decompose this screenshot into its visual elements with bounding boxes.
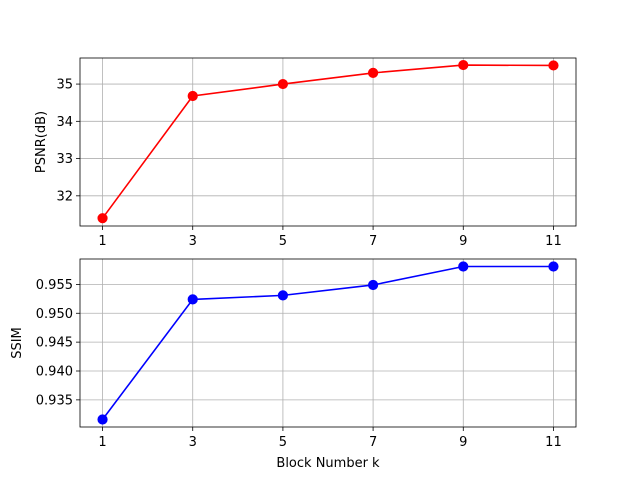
psnr-series-line bbox=[101, 64, 554, 219]
ssim-x-tick-label: 3 bbox=[189, 435, 197, 450]
psnr-data-point bbox=[97, 213, 108, 224]
psnr-x-tick-label: 11 bbox=[545, 234, 562, 249]
ssim-data-point bbox=[277, 290, 289, 301]
ssim-y-tick-label: 0.940 bbox=[36, 365, 73, 380]
ssim-data-point bbox=[187, 294, 198, 305]
ssim-y-axis-label: SSIM bbox=[10, 327, 25, 359]
psnr-data-point bbox=[277, 78, 289, 90]
ssim-x-axis-label: Block Number k bbox=[276, 456, 380, 471]
ssim-data-point bbox=[97, 414, 108, 425]
ssim-x-tick-label: 5 bbox=[279, 435, 287, 450]
ssim-x-tick-label: 7 bbox=[369, 435, 377, 450]
psnr-y-tick-label: 35 bbox=[56, 78, 73, 93]
ssim-data-point bbox=[367, 279, 379, 291]
ssim-data-point bbox=[458, 261, 469, 272]
psnr-axes-frame bbox=[79, 57, 577, 227]
ssim-y-tick-label: 0.945 bbox=[36, 336, 73, 351]
ssim-data-point bbox=[548, 261, 559, 272]
psnr-y-tick-label: 32 bbox=[56, 189, 73, 204]
ssim-y-tick-label: 0.950 bbox=[36, 307, 73, 322]
psnr-data-point bbox=[458, 59, 469, 71]
psnr-x-tick-label: 9 bbox=[459, 234, 467, 249]
psnr-y-axis-label: PSNR(dB) bbox=[34, 111, 49, 173]
ssim-axes-frame bbox=[79, 258, 577, 428]
psnr-x-tick-label: 5 bbox=[279, 234, 287, 249]
psnr-x-tick-label: 7 bbox=[369, 234, 377, 249]
psnr-data-point bbox=[548, 60, 559, 71]
ssim-y-tick-label: 0.935 bbox=[36, 393, 73, 408]
psnr-data-point bbox=[187, 90, 198, 102]
psnr-x-tick-label: 1 bbox=[98, 234, 106, 249]
ssim-panel: 1 3 5 7 9 11 0.935 0.940 0.945 0.950 0.955 SSIM Bloc… bbox=[10, 258, 577, 471]
ssim-x-tick-label: 1 bbox=[98, 435, 106, 450]
ssim-x-tick-label: 9 bbox=[459, 435, 467, 450]
psnr-y-tick-label: 34 bbox=[56, 115, 73, 130]
psnr-data-point bbox=[367, 67, 379, 79]
ssim-series-line bbox=[101, 265, 554, 420]
ssim-x-tick-label: 11 bbox=[545, 435, 562, 450]
psnr-y-tick-label: 33 bbox=[56, 152, 73, 167]
ssim-y-tick-label: 0.955 bbox=[36, 278, 73, 293]
psnr-x-tick-label: 3 bbox=[189, 234, 197, 249]
